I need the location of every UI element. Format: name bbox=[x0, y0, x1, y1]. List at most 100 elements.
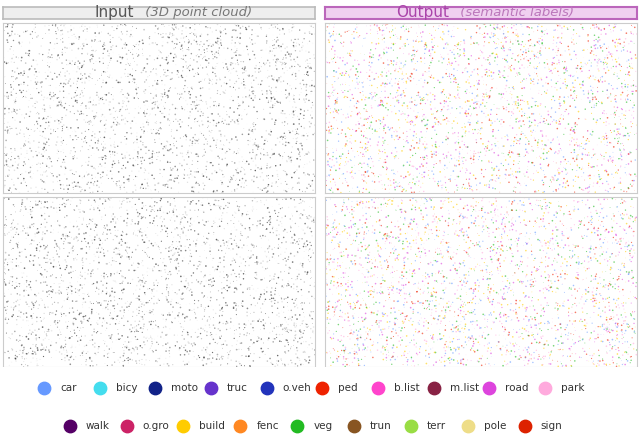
Point bbox=[548, 40, 558, 47]
Point bbox=[486, 284, 496, 291]
Point bbox=[26, 240, 36, 247]
Point bbox=[400, 40, 410, 47]
Point bbox=[535, 119, 545, 126]
Point bbox=[80, 23, 90, 30]
Point bbox=[12, 321, 22, 328]
Point bbox=[447, 124, 458, 131]
Point bbox=[19, 114, 29, 122]
Point bbox=[449, 72, 459, 79]
Point bbox=[606, 29, 616, 36]
Point bbox=[100, 360, 110, 367]
Point bbox=[499, 285, 509, 292]
Point bbox=[559, 100, 570, 107]
Point bbox=[631, 173, 640, 180]
Point bbox=[31, 355, 42, 362]
Point bbox=[52, 25, 63, 32]
Point bbox=[185, 257, 195, 265]
Point bbox=[290, 332, 300, 339]
Point bbox=[420, 39, 431, 46]
Point bbox=[127, 33, 138, 40]
Point bbox=[302, 40, 312, 47]
Point bbox=[386, 102, 396, 109]
Point bbox=[108, 338, 118, 346]
Point bbox=[161, 93, 171, 100]
Point bbox=[394, 116, 404, 123]
Point bbox=[551, 186, 561, 194]
Point bbox=[291, 312, 301, 319]
Point bbox=[589, 361, 599, 368]
Point bbox=[166, 177, 176, 184]
Point bbox=[536, 51, 546, 59]
Point bbox=[129, 114, 140, 121]
Point bbox=[524, 24, 534, 31]
Point bbox=[108, 215, 118, 223]
Point bbox=[108, 93, 118, 100]
Point bbox=[35, 261, 45, 269]
Point bbox=[172, 152, 182, 159]
Point bbox=[239, 76, 249, 83]
Point bbox=[106, 334, 116, 341]
Point bbox=[477, 197, 487, 204]
Point bbox=[140, 289, 150, 296]
Point bbox=[580, 146, 590, 153]
Point bbox=[299, 71, 309, 78]
Point bbox=[424, 64, 434, 72]
Point bbox=[369, 254, 380, 261]
Point bbox=[60, 159, 70, 166]
Point bbox=[463, 234, 474, 241]
Point bbox=[250, 156, 260, 163]
Point bbox=[397, 108, 408, 115]
Point bbox=[544, 66, 554, 73]
Point bbox=[621, 161, 631, 168]
Point bbox=[188, 269, 198, 276]
Point bbox=[598, 308, 608, 315]
Point bbox=[507, 215, 517, 223]
Point bbox=[119, 218, 129, 225]
Point bbox=[351, 348, 361, 355]
Point bbox=[227, 60, 237, 67]
Point bbox=[130, 220, 140, 227]
Point bbox=[491, 315, 501, 322]
Point bbox=[507, 220, 517, 227]
Point bbox=[414, 177, 424, 185]
Point bbox=[119, 350, 129, 357]
Point bbox=[499, 290, 509, 297]
Point bbox=[415, 184, 426, 191]
Point bbox=[326, 185, 337, 192]
Point bbox=[138, 52, 148, 59]
Point bbox=[44, 122, 54, 129]
Point bbox=[603, 245, 613, 253]
Point bbox=[10, 96, 20, 103]
Point bbox=[387, 328, 397, 335]
Point bbox=[165, 172, 175, 179]
Point bbox=[519, 357, 529, 364]
Point bbox=[123, 318, 133, 325]
Point bbox=[366, 102, 376, 110]
Point bbox=[431, 258, 442, 265]
Point bbox=[178, 22, 188, 30]
Point bbox=[148, 242, 158, 249]
Point bbox=[560, 81, 570, 89]
Point bbox=[629, 329, 639, 336]
Point bbox=[277, 214, 287, 221]
Point bbox=[143, 299, 153, 306]
Point bbox=[536, 223, 547, 230]
Point bbox=[411, 178, 421, 186]
Point bbox=[81, 75, 92, 82]
Point bbox=[380, 80, 390, 87]
Point bbox=[58, 35, 68, 42]
Point bbox=[84, 105, 94, 112]
Point bbox=[324, 155, 335, 162]
Point bbox=[246, 320, 256, 328]
Point bbox=[365, 50, 375, 57]
Point bbox=[208, 55, 218, 62]
Point bbox=[559, 175, 569, 182]
Point bbox=[388, 353, 398, 360]
Point bbox=[355, 229, 365, 236]
Point bbox=[271, 62, 281, 69]
Point bbox=[128, 93, 138, 100]
Point bbox=[159, 166, 169, 173]
Point bbox=[436, 184, 447, 191]
Point bbox=[127, 218, 138, 225]
Point bbox=[550, 84, 560, 91]
